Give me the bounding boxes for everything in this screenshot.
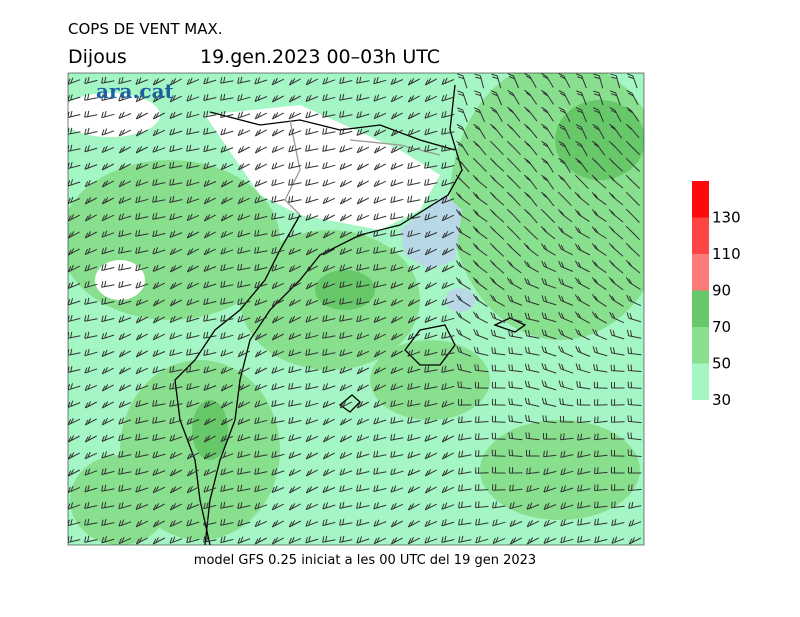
colorbar-segment [692, 254, 709, 291]
day-label: Dijous [68, 46, 127, 68]
map-title: COPS DE VENT MAX. [68, 20, 223, 38]
colorbar-segment [692, 363, 709, 400]
colorbar-segment [692, 181, 709, 218]
map-field: ara.cat [68, 73, 644, 545]
logo: ara.cat [96, 79, 175, 103]
colorbar-segment [692, 217, 709, 254]
colorbar: 30 50 70 90 110 130 [692, 181, 741, 409]
colorbar-label: 50 [712, 355, 731, 373]
footer: model GFS 0.25 iniciat a les 00 UTC del … [194, 553, 536, 568]
colorbar-segment [692, 290, 709, 327]
colorbar-label: 30 [712, 391, 731, 409]
map-frame [67, 72, 645, 546]
colorbar-segment [692, 327, 709, 364]
colorbar-label: 70 [712, 318, 731, 336]
colorbar-label: 110 [712, 245, 741, 263]
colorbar-label: 90 [712, 282, 731, 300]
wind-barbs [68, 73, 642, 545]
date-label: 19.gen.2023 00–03h UTC [200, 46, 440, 68]
colorbar-label: 130 [712, 209, 741, 227]
